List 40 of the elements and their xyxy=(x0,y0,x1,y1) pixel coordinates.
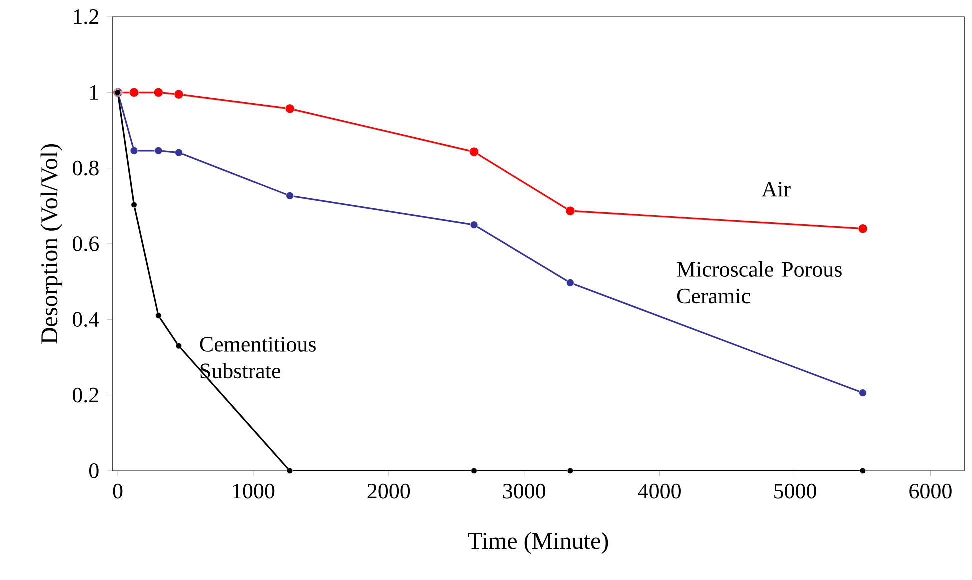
point xyxy=(470,147,479,157)
x-tick-label: 2000 xyxy=(368,484,410,499)
y-tick-label: 0 xyxy=(89,464,99,478)
y-tick-label: 0.8 xyxy=(72,160,99,176)
series-label: Microscale Porous Ceramic xyxy=(677,262,842,304)
point xyxy=(286,192,294,200)
series-label: Cementitious Substrate xyxy=(200,337,316,379)
y-tick-label: 0.2 xyxy=(72,388,98,403)
point xyxy=(567,468,574,474)
x-tick-label: 1000 xyxy=(233,484,275,499)
x-tick-label: 6000 xyxy=(910,484,952,499)
y-tick-label: 1.2 xyxy=(74,10,98,24)
point xyxy=(285,104,295,114)
point xyxy=(154,146,163,155)
point xyxy=(566,279,574,287)
point xyxy=(860,468,866,474)
point xyxy=(131,202,138,208)
x-tick-label: 4000 xyxy=(638,484,681,499)
point xyxy=(471,468,478,474)
point xyxy=(175,148,183,157)
point xyxy=(176,343,182,350)
x-tick-label: 5000 xyxy=(774,484,816,499)
point xyxy=(156,312,162,319)
point xyxy=(566,206,576,216)
point xyxy=(154,88,164,98)
point xyxy=(470,221,478,230)
y-tick-label: 0.6 xyxy=(72,236,100,252)
y-axis-title: Desorption (Vol/Vol) xyxy=(40,144,63,344)
y-tick-label: 1 xyxy=(90,85,98,100)
point xyxy=(174,90,184,100)
point xyxy=(859,389,867,397)
x-axis-title: Time (Minute) xyxy=(468,532,608,554)
point xyxy=(286,468,294,474)
point xyxy=(130,146,138,155)
point xyxy=(130,88,139,98)
x-tick-label: 0 xyxy=(113,484,123,499)
y-tick-label: 0.4 xyxy=(72,312,100,328)
x-tick-label: 3000 xyxy=(503,484,546,499)
point xyxy=(858,224,868,234)
series-label: Air xyxy=(762,182,791,197)
